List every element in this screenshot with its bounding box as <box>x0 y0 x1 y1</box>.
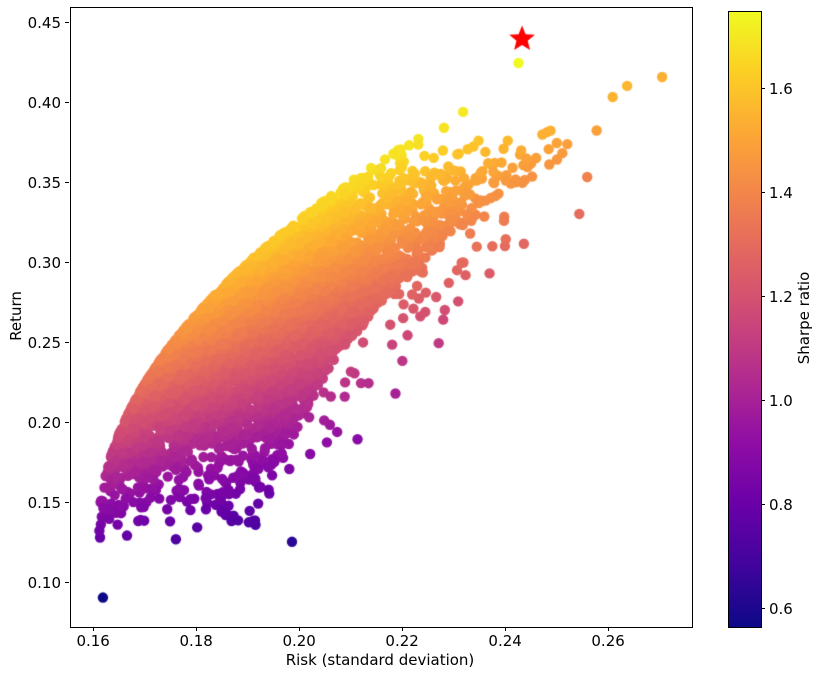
x-tick-mark <box>298 627 300 631</box>
colorbar-tick-mark <box>761 504 765 506</box>
x-tick-label: 0.18 <box>179 632 213 650</box>
y-axis-label: Return <box>7 291 25 341</box>
y-tick-mark <box>65 582 69 584</box>
x-tick-label: 0.16 <box>76 632 110 650</box>
colorbar-tick-label: 0.8 <box>769 495 793 514</box>
colorbar-tick-mark <box>761 88 765 90</box>
x-tick-mark <box>195 627 197 631</box>
colorbar-tick-label: 1.6 <box>769 79 793 98</box>
colorbar-tick-mark <box>761 192 765 194</box>
x-tick-label: 0.22 <box>385 632 419 650</box>
y-tick-mark <box>65 262 69 264</box>
y-tick-label: 0.25 <box>27 333 61 352</box>
colorbar-tick-label: 1.0 <box>769 391 793 410</box>
x-tick-label: 0.26 <box>591 632 625 650</box>
y-tick-label: 0.45 <box>27 13 61 32</box>
x-tick-mark <box>504 627 506 631</box>
y-tick-label: 0.20 <box>27 413 61 432</box>
y-tick-label: 0.10 <box>27 573 61 592</box>
plot-area <box>70 7 693 628</box>
x-axis-label: Risk (standard deviation) <box>285 651 475 669</box>
colorbar-tick-mark <box>761 400 765 402</box>
colorbar-tick-label: 0.6 <box>769 599 793 618</box>
y-tick-label: 0.35 <box>27 173 61 192</box>
colorbar <box>728 11 762 628</box>
y-tick-mark <box>65 102 69 104</box>
x-tick-mark <box>92 627 94 631</box>
x-tick-label: 0.20 <box>282 632 316 650</box>
colorbar-label: Sharpe ratio <box>795 271 813 365</box>
y-tick-mark <box>65 342 69 344</box>
colorbar-tick-label: 1.4 <box>769 183 793 202</box>
y-tick-mark <box>65 182 69 184</box>
y-tick-label: 0.15 <box>27 493 61 512</box>
x-tick-label: 0.24 <box>488 632 522 650</box>
y-tick-mark <box>65 502 69 504</box>
x-tick-mark <box>401 627 403 631</box>
scatter-canvas <box>71 8 692 627</box>
colorbar-tick-label: 1.2 <box>769 287 793 306</box>
colorbar-tick-mark <box>761 608 765 610</box>
y-tick-mark <box>65 422 69 424</box>
y-tick-mark <box>65 22 69 24</box>
y-tick-label: 0.40 <box>27 93 61 112</box>
x-tick-mark <box>607 627 609 631</box>
y-tick-label: 0.30 <box>27 253 61 272</box>
colorbar-tick-mark <box>761 296 765 298</box>
